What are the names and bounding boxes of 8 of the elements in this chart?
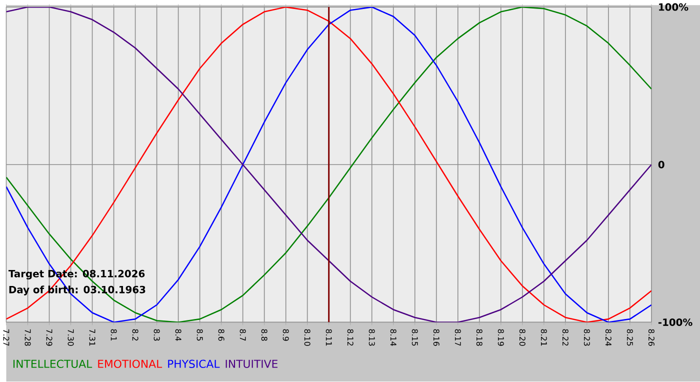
text: INTELLECTUAL (13, 360, 92, 368)
text: INTUITIVE (226, 360, 278, 368)
y-tick-label: 100% (659, 3, 688, 11)
text: PHYSICAL (168, 360, 220, 368)
y-tick-label: 0 (658, 161, 664, 169)
y-tick-label: -100% (658, 318, 692, 326)
line-series (6, 7, 652, 322)
text: EMOTIONAL (98, 360, 162, 368)
